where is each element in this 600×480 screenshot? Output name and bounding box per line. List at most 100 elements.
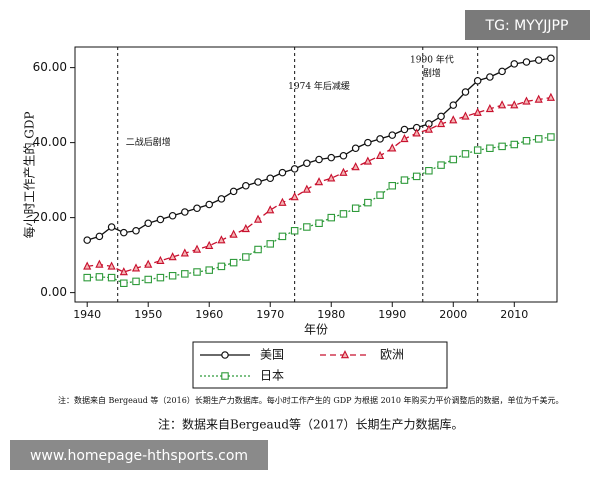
point (388, 182, 397, 190)
point (278, 197, 287, 206)
point (242, 253, 250, 261)
point (510, 60, 519, 68)
point (315, 219, 323, 228)
point (95, 273, 104, 281)
x-tick-label: 1960 (195, 308, 223, 321)
point (375, 150, 385, 159)
point (400, 125, 409, 134)
legend-label: 欧洲 (380, 348, 404, 362)
point (449, 115, 458, 124)
point (363, 156, 372, 165)
point (510, 100, 519, 109)
point (290, 192, 299, 201)
point (510, 140, 519, 149)
point (266, 205, 275, 214)
x-tick-label: 2010 (500, 308, 528, 321)
point (339, 151, 348, 160)
point (498, 67, 506, 76)
x-tick-label: 1990 (378, 308, 406, 321)
point (254, 178, 262, 186)
point (107, 273, 116, 282)
y-tick-label: 0.00 (40, 285, 67, 299)
point (364, 138, 372, 147)
point (327, 173, 336, 182)
point (424, 124, 433, 133)
point (120, 279, 128, 287)
point (120, 228, 128, 237)
point (534, 135, 543, 143)
point (522, 58, 531, 66)
point (205, 200, 214, 209)
point (534, 94, 543, 103)
point (229, 258, 238, 267)
plot-frame (74, 46, 558, 303)
x-tick-label: 2000 (439, 308, 467, 321)
point (95, 259, 104, 268)
point (461, 111, 470, 120)
point (400, 133, 409, 143)
point (221, 372, 229, 380)
point (131, 263, 141, 272)
badge-bg (465, 10, 590, 40)
point (302, 184, 311, 193)
point (437, 112, 445, 121)
point (278, 168, 287, 177)
point (461, 150, 470, 158)
point (437, 161, 445, 169)
point (193, 204, 201, 213)
note: 注：数据来自 Bergeaud 等（2016）长期生产力数据库。每小时工作产生的… (58, 395, 564, 405)
annotation: 1990 年代 (410, 54, 454, 66)
point (144, 275, 152, 284)
point (168, 211, 177, 220)
point (473, 107, 482, 116)
point (205, 240, 214, 249)
point (278, 232, 287, 241)
point (436, 118, 446, 128)
y-tick-label: 20.00 (33, 210, 67, 224)
point (327, 153, 336, 162)
point (303, 223, 311, 231)
point (364, 198, 372, 207)
point (547, 133, 555, 141)
point (327, 213, 336, 222)
point (412, 172, 421, 181)
point (461, 88, 470, 96)
note: 注：数据来自Bergeaud等（2017）长期生产力数据库。 (158, 417, 464, 432)
point (156, 273, 165, 282)
point (156, 255, 165, 265)
point (425, 167, 433, 175)
point (546, 92, 555, 101)
point (144, 219, 153, 228)
point (229, 229, 238, 238)
point (522, 137, 531, 145)
point (193, 268, 201, 276)
point (95, 232, 104, 241)
point (497, 100, 507, 109)
x-tick-label: 1940 (73, 308, 101, 321)
legend-label: 日本 (260, 369, 284, 383)
point (314, 177, 324, 186)
point (217, 235, 226, 244)
point (351, 162, 360, 171)
point (144, 259, 153, 268)
point (221, 351, 229, 359)
point (339, 210, 348, 218)
point (132, 277, 140, 286)
point (376, 191, 384, 199)
annotation: 剧增 (423, 67, 441, 79)
point (449, 101, 458, 109)
point (156, 215, 165, 224)
point (217, 262, 226, 271)
point (253, 214, 263, 223)
point (181, 270, 189, 278)
point (290, 227, 299, 235)
point (498, 142, 506, 151)
point (486, 73, 494, 81)
point (181, 208, 189, 216)
point (449, 155, 458, 164)
point (266, 240, 274, 248)
point (485, 103, 494, 113)
annotation: 1974 年后减缓 (288, 80, 350, 92)
point (119, 267, 128, 276)
